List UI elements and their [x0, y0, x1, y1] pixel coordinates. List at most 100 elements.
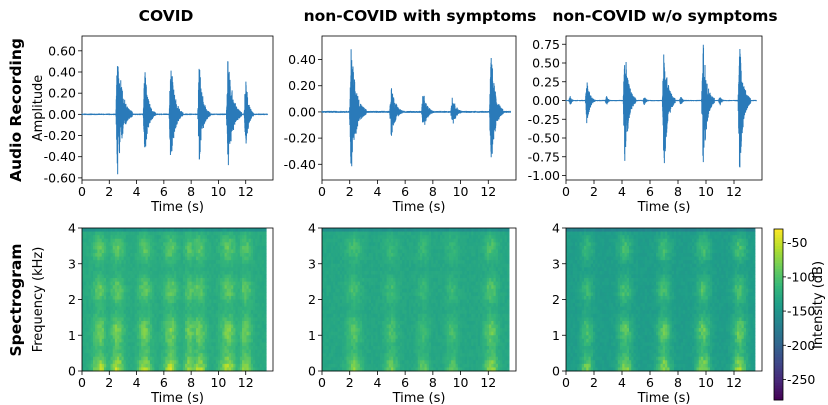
spectrogram-cell	[88, 349, 92, 354]
spectrogram-cell	[233, 306, 236, 311]
spectrogram-cell	[176, 328, 179, 333]
spectrogram-cell	[322, 242, 325, 247]
spectrogram-cell	[176, 267, 179, 272]
spectrogram-cell	[163, 242, 166, 247]
spectrogram-cell	[163, 270, 166, 275]
spectrogram-cell	[226, 295, 230, 300]
spectrogram-cell	[213, 267, 217, 272]
spectrogram-cell	[248, 245, 252, 250]
spectrogram-cell	[335, 288, 338, 293]
spectrogram-cell	[163, 238, 166, 243]
spectrogram-cell	[344, 256, 347, 261]
spectrogram-cell	[377, 256, 381, 261]
spectrogram-cell	[213, 310, 217, 315]
spectrogram-cell	[180, 253, 184, 258]
spectrogram-cell	[147, 228, 151, 232]
spectrogram-cell	[246, 349, 250, 354]
spectrogram-cell	[366, 270, 370, 275]
spectrogram-cell	[346, 363, 350, 368]
spectrogram-cell	[149, 331, 153, 336]
spectrogram-cell	[335, 235, 338, 240]
spectrogram-cell	[228, 345, 232, 350]
spectrogram-cell	[355, 360, 359, 365]
spectrogram-cell	[154, 270, 157, 275]
spectrogram-cell	[239, 345, 243, 350]
spectrogram-cell	[259, 349, 263, 354]
spectrogram-cell	[359, 249, 363, 254]
spectrogram-cell	[88, 360, 92, 365]
spectrogram-cell	[213, 360, 217, 365]
spectrogram-cell	[136, 292, 140, 297]
spectrogram-cell	[191, 360, 195, 365]
spectrogram-cell	[193, 292, 197, 297]
spectrogram-cell	[222, 331, 225, 336]
spectrogram-cell	[233, 288, 236, 293]
spectrogram-cell	[185, 235, 188, 240]
spectrogram-cell	[171, 335, 175, 340]
spectrogram-cell	[158, 263, 162, 268]
spectrogram-cell	[139, 253, 142, 258]
spectrogram-cell	[106, 270, 109, 275]
spectrogram-cell	[95, 367, 98, 372]
spectrogram-cell	[204, 231, 208, 236]
spectrogram-cell	[176, 231, 179, 236]
spectrogram-cell	[328, 267, 332, 272]
spectrogram-cell	[228, 288, 232, 293]
spectrogram-cell	[134, 238, 138, 243]
spectrogram-cell	[337, 331, 341, 336]
spectrogram-cell	[330, 231, 334, 236]
spectrogram-cell	[209, 256, 212, 261]
spectrogram-cell	[103, 335, 107, 340]
spectrogram-cell	[198, 253, 201, 258]
spectrogram-cell	[178, 356, 182, 361]
spectrogram-cell	[187, 328, 190, 333]
spectrogram-cell	[377, 274, 381, 279]
spectrogram-cell	[134, 338, 138, 343]
spectrogram-cell	[204, 235, 208, 240]
spectrogram-cell	[143, 249, 146, 254]
spectrogram-cell	[82, 310, 85, 315]
spectrogram-cell	[202, 338, 206, 343]
spectrogram-cell	[344, 303, 347, 308]
spectrogram-cell	[187, 353, 190, 358]
spectrogram-cell	[344, 335, 347, 340]
spectrogram-cell	[123, 313, 127, 318]
spectrogram-cell	[88, 338, 92, 343]
spectrogram-cell	[342, 245, 345, 250]
spectrogram-cell	[348, 353, 352, 358]
spectrogram-cell	[209, 335, 212, 340]
spectrogram-cell	[185, 270, 188, 275]
spectrogram-cell	[217, 231, 221, 236]
spectrogram-cell	[152, 324, 155, 329]
spectrogram-cell	[239, 278, 243, 283]
spectrogram-cell	[187, 299, 190, 304]
spectrogram-cell	[231, 263, 234, 268]
spectrogram-cell	[206, 360, 210, 365]
spectrogram-cell	[136, 328, 140, 333]
spectrogram-cell	[228, 335, 232, 340]
spectrogram-cell	[112, 345, 116, 350]
spectrogram-cell	[209, 310, 212, 315]
spectrogram-cell	[114, 249, 118, 254]
spectrogram-cell	[324, 231, 327, 236]
spectrogram-cell	[226, 253, 230, 258]
spectrogram-cell	[169, 328, 173, 333]
spectrogram-cell	[263, 313, 267, 318]
spectrogram-cell	[196, 253, 199, 258]
spectrogram-cell	[132, 345, 136, 350]
spectrogram-cell	[174, 260, 177, 265]
spectrogram-cell	[326, 228, 330, 232]
spectrogram-cell	[196, 313, 199, 318]
spectrogram-cell	[149, 231, 153, 236]
spectrogram-cell	[342, 328, 345, 333]
spectrogram-cell	[180, 342, 184, 347]
spectrogram-cell	[370, 342, 374, 347]
spectrogram-cell	[222, 278, 225, 283]
spectrogram-cell	[370, 285, 374, 290]
spectrogram-cell	[165, 238, 168, 243]
spectrogram-cell	[156, 292, 160, 297]
spectrogram-cell	[215, 303, 219, 308]
spectrogram-cell	[145, 303, 149, 308]
spectrogram-cell	[95, 253, 98, 258]
spectrogram-cell	[237, 295, 241, 300]
